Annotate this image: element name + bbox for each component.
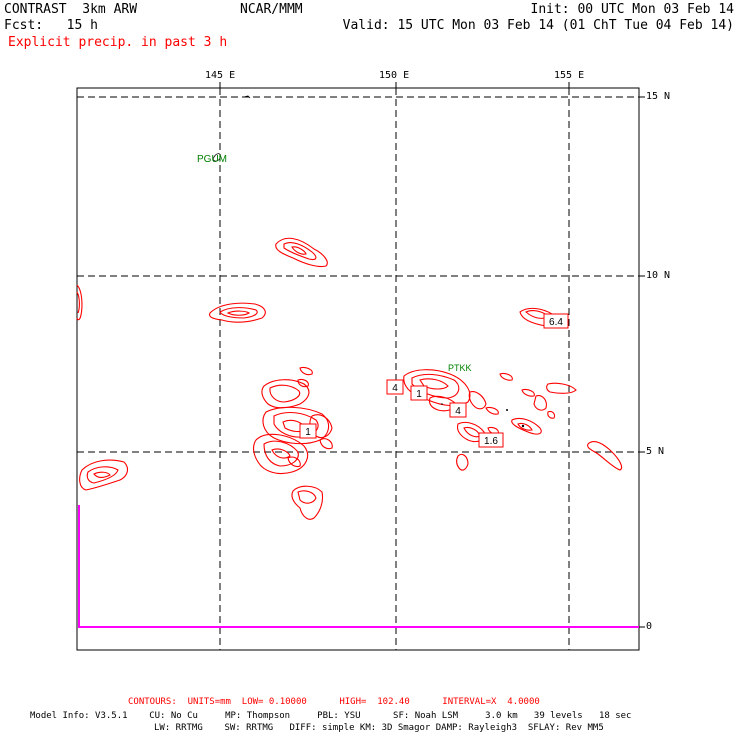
precip-cluster: [587, 441, 623, 471]
contour-info: CONTOURS: UNITS=mm LOW= 0.10000 HIGH= 10…: [128, 697, 540, 707]
field-description: Explicit precip. in past 3 h: [8, 35, 228, 50]
island-outline: [212, 153, 221, 162]
precip-cluster: [275, 237, 328, 268]
contour-label: 1: [416, 389, 422, 400]
map-frame: [76, 87, 640, 651]
precip-cluster: [209, 302, 266, 323]
lat-label-15n: 15 N: [646, 91, 671, 102]
institution: NCAR/MMM: [240, 2, 303, 17]
model-info-line2: LW: RRTMG SW: RRTMG DIFF: simple KM: 3D …: [154, 723, 604, 733]
lon-label-155: 155 E: [554, 70, 585, 81]
contour-label-box: [410, 385, 428, 401]
lat-label-equator: 0: [646, 621, 653, 632]
station-ptkk: PTKK: [448, 363, 472, 373]
contour-label: 4: [455, 406, 461, 417]
domain-boundary: [78, 505, 639, 628]
init-time: Init: 00 UTC Mon 03 Feb 14: [530, 2, 735, 17]
contour-label: 1: [305, 427, 311, 438]
lon-label-150: 150 E: [379, 70, 410, 81]
lat-label-5n: 5 N: [646, 446, 665, 457]
precip-cluster: [76, 284, 83, 321]
contour-label-box: [543, 313, 569, 329]
precip-contours: [76, 237, 623, 520]
precip-cluster: [403, 369, 577, 471]
contour-label-box: [299, 423, 317, 439]
model-info-line1: Model Info: V3.5.1 CU: No Cu MP: Thompso…: [30, 711, 632, 721]
precip-cluster: [253, 366, 333, 475]
island-outline: [243, 95, 251, 99]
contour-label: 6.4: [549, 317, 563, 328]
station-pgum: PGUM: [197, 154, 227, 165]
precip-cluster: [291, 485, 324, 520]
contour-label-box: [478, 432, 504, 448]
lat-label-10n: 10 N: [646, 270, 671, 281]
contour-label: 1.6: [484, 436, 498, 447]
contour-label-boxes: [299, 313, 569, 448]
model-title: CONTRAST 3km ARW: [4, 2, 138, 17]
contour-label-box: [386, 379, 404, 395]
forecast-hour: Fcst: 15 h: [4, 18, 98, 33]
valid-time: Valid: 15 UTC Mon 03 Feb 14 (01 ChT Tue …: [342, 18, 734, 33]
lon-label-145: 145 E: [205, 70, 236, 81]
contour-label: 4: [392, 383, 398, 394]
contour-label-box: [449, 402, 467, 418]
precip-cluster: [79, 459, 129, 491]
